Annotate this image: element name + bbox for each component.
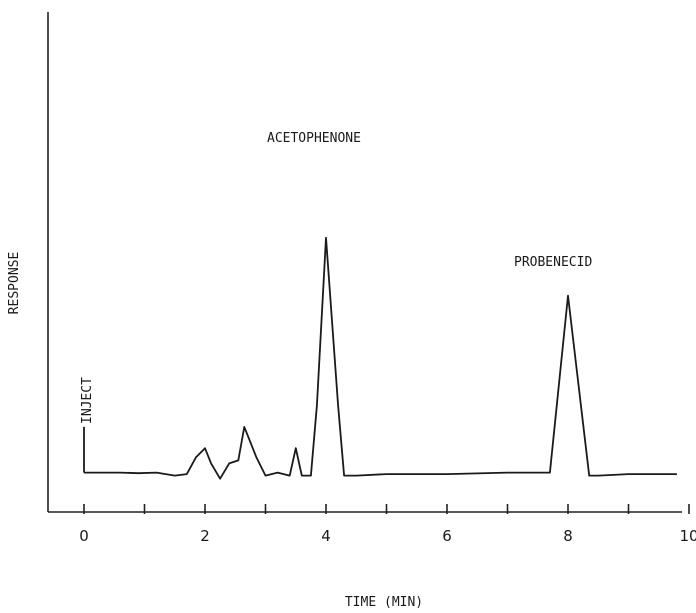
signal-trace [84,236,677,480]
series-group [83,236,677,480]
annotations: INJECT ACETOPHENONE PROBENECID [80,131,592,424]
x-tick-label: 6 [442,527,452,545]
x-tick-label: 8 [563,527,573,545]
x-axis-label: TIME (MIN) [345,595,423,610]
x-tick-labels: 0 2 4 6 8 10 [79,527,696,545]
x-tick-label: 4 [321,527,331,545]
x-tick-label: 10 [679,527,696,545]
annotation-probenecid: PROBENECID [514,255,592,270]
x-ticks [83,504,690,514]
y-axis-label: RESPONSE [7,252,22,315]
axes [47,12,682,513]
annotation-inject: INJECT [80,377,95,424]
x-tick-label: 0 [79,527,89,545]
annotation-acetophenone: ACETOPHENONE [267,131,361,146]
x-tick-label: 2 [200,527,210,545]
